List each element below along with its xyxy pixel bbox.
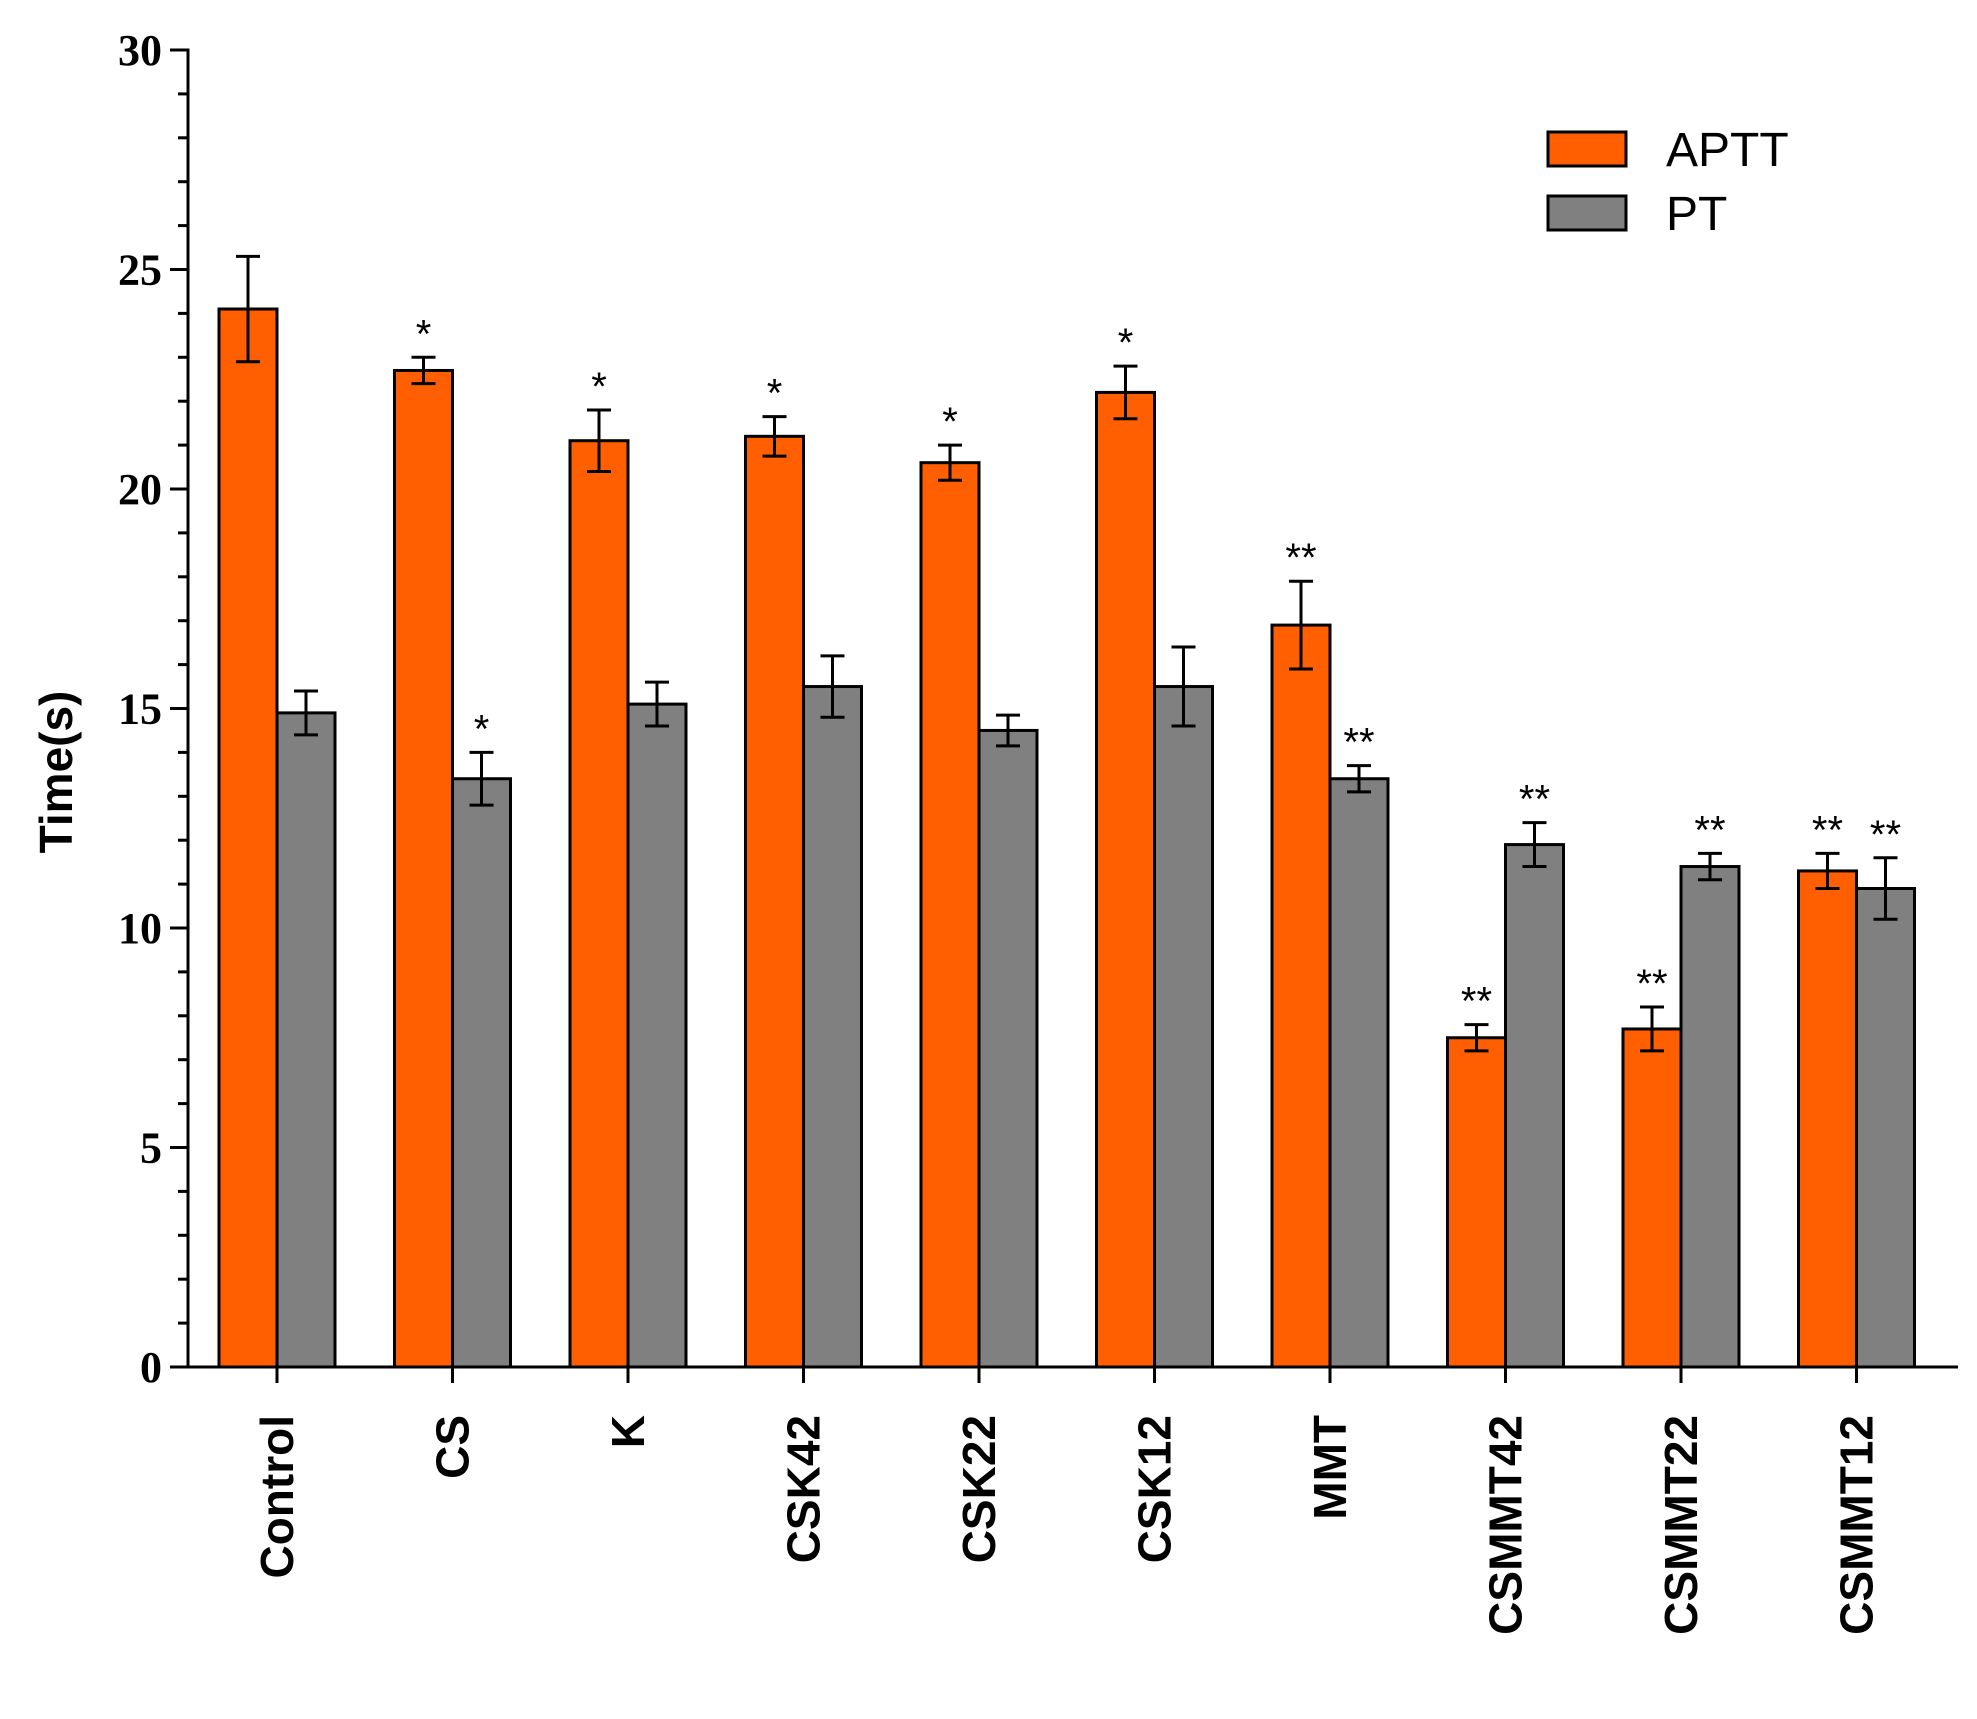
error-bar-aptt-control [236, 254, 260, 364]
significance-aptt-csmmt42: ** [1461, 980, 1492, 1024]
x-tick-label-cs: CS [427, 1415, 479, 1479]
significance-pt-csmmt12: ** [1870, 813, 1901, 857]
bar-pt-csmmt12 [1855, 886, 1916, 1369]
bar-pt-csk42 [802, 685, 863, 1369]
significance-aptt-csk22: * [942, 400, 958, 444]
error-bars-layer [236, 254, 1898, 1053]
bar-aptt-k [568, 439, 630, 1369]
x-tick-label-csk42: CSK42 [778, 1415, 830, 1563]
bar-aptt-mmt [1270, 623, 1332, 1369]
bar-aptt-csmmt12 [1797, 869, 1858, 1369]
y-tick-label-25: 25 [118, 246, 162, 295]
error-bar-pt-csmmt12 [1873, 856, 1898, 921]
bar-pt-control [275, 711, 337, 1369]
x-tick-label-mmt: MMT [1304, 1415, 1356, 1520]
bar-aptt-control [217, 307, 279, 1369]
bar-pt-csk12 [1153, 685, 1214, 1369]
y-tick-label-0: 0 [140, 1343, 162, 1392]
bar-aptt-csk12 [1095, 390, 1156, 1369]
error-bar-aptt-csk42 [762, 415, 787, 458]
significance-pt-mmt: ** [1343, 721, 1374, 765]
error-bar-aptt-csmmt42 [1464, 1023, 1489, 1053]
legend-swatch-aptt [1546, 130, 1628, 168]
y-tick-label-10: 10 [118, 904, 162, 953]
error-bar-aptt-csmmt12 [1815, 851, 1840, 890]
y-tick-label-15: 15 [118, 685, 162, 734]
y-axis-title: Time(s) [30, 691, 82, 854]
x-tick-label-control: Control [251, 1415, 303, 1579]
legend-label-aptt: APTT [1666, 124, 1789, 177]
x-tick-label-csk12: CSK12 [1129, 1415, 1181, 1563]
significance-aptt-csk42: * [767, 372, 783, 416]
legend-swatch-pt [1546, 194, 1628, 232]
error-bar-aptt-k [587, 408, 611, 473]
error-bar-pt-csk42 [820, 654, 845, 719]
bar-aptt-csk22 [919, 461, 981, 1369]
legend-label-pt: PT [1666, 188, 1727, 241]
x-ticks-layer: Control CS K CSK42 CSK22 CSK12 MMT CSMMT42 CSMMT… [251, 1367, 1883, 1635]
bar-pt-k [626, 702, 688, 1369]
error-bar-aptt-csmmt22 [1640, 1005, 1664, 1053]
significance-layer: *** *************** ** ** [416, 312, 1901, 1023]
significance-pt-cs: * [474, 707, 490, 751]
x-tick-label-csmmt42: CSMMT42 [1480, 1415, 1532, 1635]
significance-pt-csmmt42: ** [1519, 778, 1550, 822]
significance-aptt-csk12: * [1118, 321, 1134, 365]
bar-pt-csmmt22 [1679, 865, 1741, 1369]
bar-pt-mmt [1328, 777, 1390, 1369]
y-ticks-layer: 0 5 10 15 20 25 30 [118, 26, 188, 1392]
significance-aptt-csmmt12: ** [1812, 808, 1843, 852]
error-bar-pt-csmmt42 [1522, 821, 1547, 869]
error-bar-aptt-cs [411, 355, 436, 386]
legend: APTT PT [1546, 124, 1789, 241]
legend-item-pt: PT [1546, 188, 1727, 241]
legend-item-aptt: APTT [1546, 124, 1789, 177]
bar-pt-csmmt42 [1504, 843, 1565, 1369]
error-bar-aptt-csk22 [938, 443, 962, 482]
significance-aptt-k: * [591, 365, 607, 409]
error-bar-pt-csk12 [1171, 645, 1196, 728]
error-bar-aptt-csk12 [1113, 364, 1138, 421]
error-bar-aptt-mmt [1289, 579, 1313, 671]
error-bar-pt-cs [469, 750, 494, 807]
bars-layer [217, 307, 1916, 1369]
bar-pt-csk22 [977, 728, 1039, 1369]
x-tick-label-csmmt12: CSMMT12 [1831, 1415, 1883, 1635]
significance-aptt-csmmt22: ** [1636, 962, 1667, 1006]
y-tick-label-5: 5 [140, 1124, 162, 1173]
error-bar-pt-mmt [1347, 764, 1371, 794]
bar-aptt-cs [393, 368, 454, 1369]
error-bar-pt-k [645, 680, 669, 728]
y-tick-label-20: 20 [118, 465, 162, 514]
x-tick-label-csk22: CSK22 [953, 1415, 1005, 1563]
x-tick-label-csmmt22: CSMMT22 [1655, 1415, 1707, 1635]
bar-aptt-csmmt22 [1621, 1027, 1683, 1369]
significance-aptt-cs: * [416, 312, 432, 356]
significance-pt-csmmt22: ** [1694, 808, 1725, 852]
y-tick-label-30: 30 [118, 26, 162, 75]
significance-aptt-mmt: ** [1285, 536, 1316, 580]
bar-aptt-csmmt42 [1446, 1036, 1507, 1369]
bar-pt-cs [451, 777, 512, 1369]
error-bar-pt-control [294, 689, 318, 737]
error-bar-pt-csk22 [996, 713, 1020, 748]
error-bar-pt-csmmt22 [1698, 851, 1722, 882]
bar-aptt-csk42 [744, 434, 805, 1369]
x-tick-label-k: K [602, 1415, 654, 1448]
